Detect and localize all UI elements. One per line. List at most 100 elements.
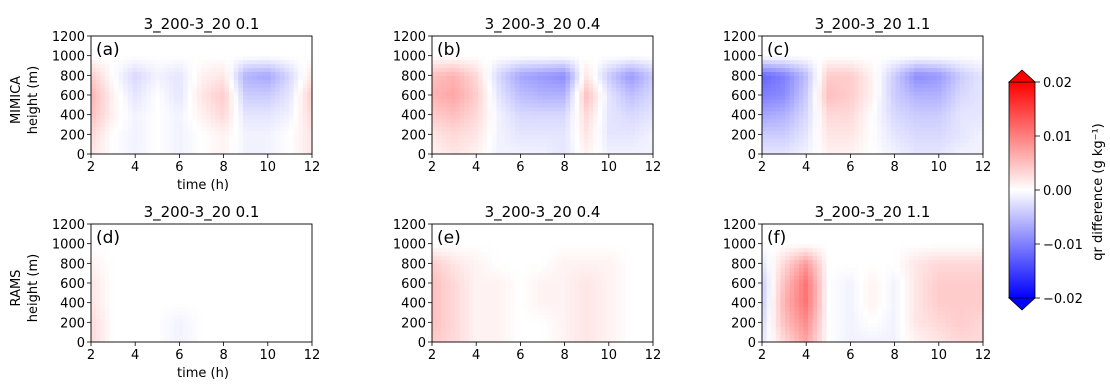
heatmap-cell: [812, 87, 818, 92]
heatmap-cell: [160, 51, 166, 57]
heatmap-cell: [913, 87, 920, 92]
heatmap-cell: [104, 239, 111, 245]
heatmap-cell: [941, 55, 947, 61]
heatmap-cell: [505, 67, 511, 72]
heatmap-cell: [109, 146, 115, 151]
heatmap-cell: [606, 47, 613, 53]
heatmap-cell: [123, 235, 129, 241]
heatmap-cell: [872, 122, 878, 128]
heatmap-cell: [487, 110, 493, 116]
heatmap-cell: [210, 95, 216, 100]
heatmap-cell: [831, 43, 837, 49]
heatmap-cell: [579, 130, 585, 135]
heatmap-cell: [132, 43, 138, 49]
heatmap-cell: [794, 67, 800, 72]
heatmap-cell: [114, 298, 120, 304]
heatmap-cell: [858, 106, 864, 112]
heatmap-cell: [233, 130, 239, 135]
y-tick-label: 1200: [723, 30, 756, 45]
heatmap-cell: [178, 67, 184, 72]
heatmap-cell: [146, 43, 152, 49]
heatmap-cell: [560, 87, 567, 92]
heatmap-cell: [164, 330, 170, 335]
heatmap-cell: [597, 118, 603, 124]
heatmap-cell: [201, 110, 207, 116]
heatmap-cell: [565, 114, 571, 120]
heatmap-cell: [775, 75, 782, 80]
heatmap-cell: [918, 39, 924, 45]
heatmap-cell: [946, 134, 952, 139]
heatmap-cell: [762, 75, 768, 80]
heatmap-cell: [808, 106, 814, 112]
heatmap-cell: [132, 235, 138, 241]
heatmap-cell: [565, 98, 571, 104]
heatmap-cell: [160, 91, 166, 96]
heatmap-cell: [840, 102, 846, 108]
heatmap-cell: [137, 326, 143, 331]
heatmap-cell: [160, 150, 166, 155]
heatmap-cell: [579, 75, 585, 80]
heatmap-cell: [519, 98, 525, 104]
heatmap-cell: [808, 95, 814, 100]
heatmap-cell: [867, 75, 874, 80]
heatmap-cell: [844, 142, 851, 147]
heatmap-cell: [270, 71, 276, 76]
heatmap-cell: [114, 63, 120, 69]
heatmap-cell: [284, 110, 290, 116]
heatmap-cell: [946, 118, 952, 124]
heatmap-cell: [913, 122, 920, 128]
heatmap-cell: [164, 130, 170, 135]
heatmap-cell: [606, 110, 613, 116]
heatmap-cell: [886, 83, 892, 88]
heatmap-cell: [473, 130, 479, 135]
heatmap-cell: [826, 138, 832, 143]
heatmap-cell: [183, 102, 189, 108]
heatmap-cell: [210, 146, 216, 151]
heatmap-cell: [505, 106, 511, 112]
heatmap-cell: [109, 150, 115, 155]
heatmap-cell: [969, 95, 975, 100]
heatmap-cell: [169, 334, 175, 339]
heatmap-cell: [464, 59, 470, 65]
heatmap-cell: [150, 259, 157, 264]
heatmap-cell: [780, 36, 786, 41]
heatmap-cell: [478, 39, 484, 45]
heatmap-cell: [877, 51, 883, 57]
heatmap-cell: [840, 118, 846, 124]
heatmap-cell: [890, 106, 897, 112]
heatmap-cell: [219, 36, 226, 41]
heatmap-cell: [881, 146, 887, 151]
heatmap-cell: [137, 95, 143, 100]
heatmap-cell: [215, 91, 221, 96]
heatmap-cell: [547, 110, 553, 116]
heatmap-cell: [514, 87, 521, 92]
heatmap-cell: [91, 75, 97, 80]
heatmap-cell: [206, 67, 212, 72]
heatmap-cell: [298, 51, 304, 57]
heatmap-cell: [606, 36, 613, 41]
heatmap-cell: [201, 98, 207, 104]
heatmap-cell: [146, 51, 152, 57]
heatmap-cell: [219, 71, 226, 76]
heatmap-cell: [160, 243, 166, 249]
heatmap-cell: [150, 150, 157, 155]
heatmap-cell: [91, 71, 97, 76]
heatmap-cell: [279, 91, 285, 96]
heatmap-cell: [959, 106, 966, 112]
heatmap-cell: [173, 235, 180, 241]
heatmap-cell: [877, 83, 883, 88]
heatmap-cell: [817, 59, 823, 65]
heatmap-cell: [265, 114, 272, 120]
heatmap-cell: [473, 36, 479, 41]
heatmap-cell: [141, 302, 147, 308]
heatmap-cell: [150, 67, 157, 72]
heatmap-cell: [196, 126, 203, 131]
heatmap-cell: [950, 79, 956, 84]
heatmap-cell: [909, 63, 915, 69]
heatmap-cell: [164, 326, 170, 331]
heatmap-cell: [196, 47, 203, 53]
heatmap-cell: [95, 255, 101, 260]
heatmap-cell: [955, 36, 961, 41]
heatmap-cell: [127, 330, 134, 335]
heatmap-cell: [302, 83, 308, 88]
